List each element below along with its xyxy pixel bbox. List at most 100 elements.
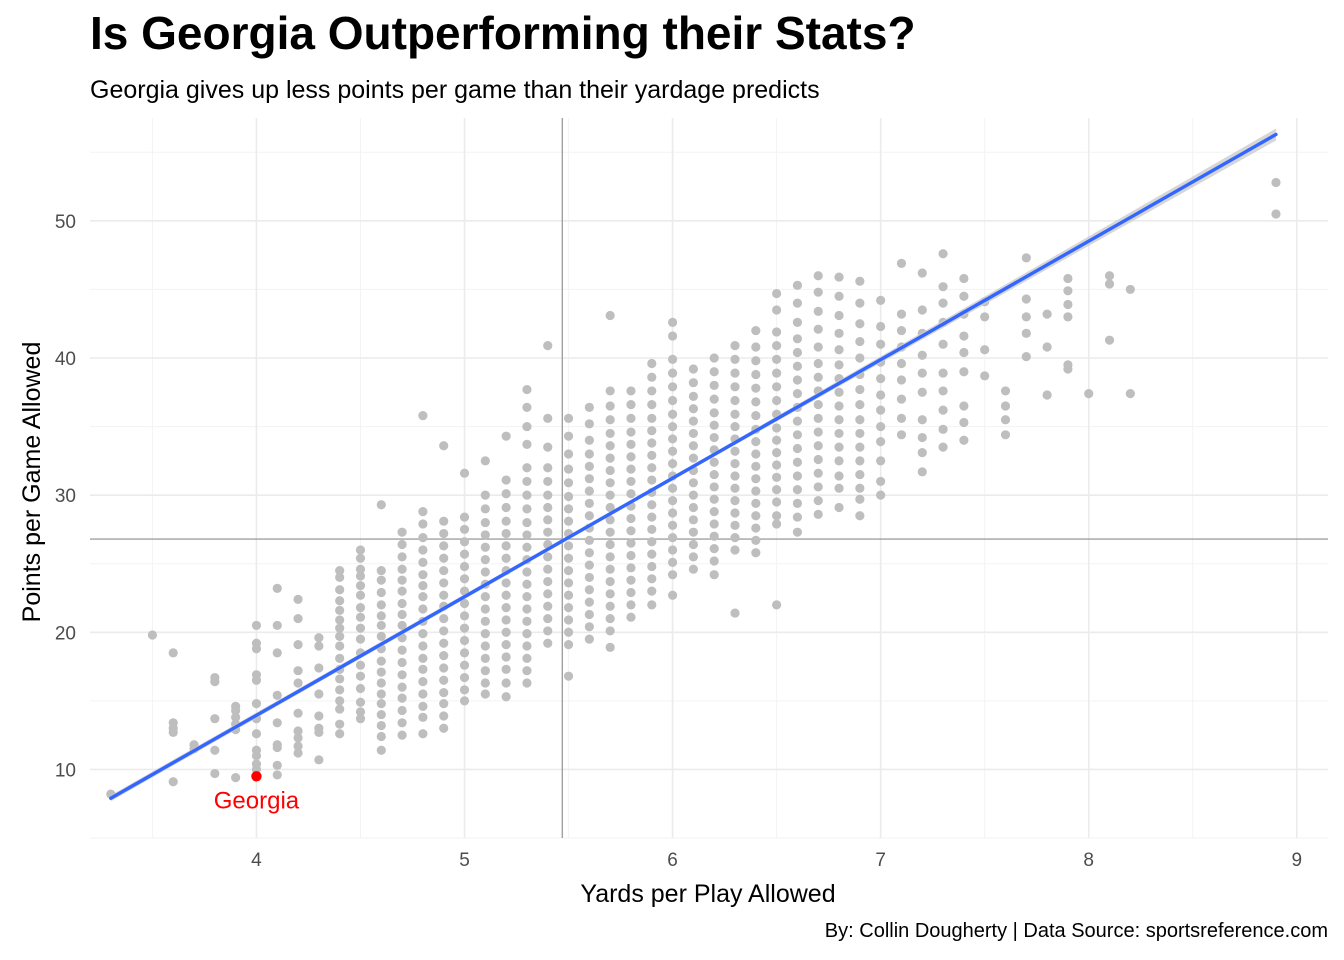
data-point — [813, 468, 823, 478]
data-point — [397, 693, 407, 703]
data-point — [772, 368, 782, 378]
data-point — [293, 748, 303, 758]
data-point — [459, 598, 470, 609]
data-point — [397, 620, 407, 631]
data-point — [688, 441, 698, 451]
data-point — [751, 342, 761, 352]
data-point — [459, 685, 470, 695]
data-point — [688, 478, 698, 488]
data-point — [709, 367, 719, 377]
data-point — [335, 572, 345, 583]
data-point — [709, 556, 719, 566]
data-point — [938, 298, 948, 308]
data-point — [1000, 430, 1011, 440]
data-point — [1063, 299, 1073, 310]
data-point — [751, 383, 761, 393]
data-point — [751, 498, 761, 508]
data-point — [563, 615, 574, 625]
data-point — [543, 490, 553, 500]
highlight-group: Georgia — [214, 771, 300, 814]
data-point — [792, 317, 803, 327]
data-point — [647, 475, 657, 485]
data-point — [1042, 342, 1052, 352]
data-point — [772, 485, 782, 495]
data-point — [376, 500, 386, 510]
data-point — [709, 494, 719, 504]
data-point — [418, 729, 428, 739]
data-point — [584, 461, 594, 471]
data-point — [459, 549, 470, 559]
data-point — [522, 530, 532, 540]
data-point — [522, 402, 532, 412]
data-point — [772, 395, 782, 406]
data-point — [335, 704, 345, 714]
data-point — [813, 372, 823, 382]
data-point — [980, 371, 990, 381]
data-point — [959, 417, 969, 428]
data-point — [272, 770, 282, 780]
data-point — [876, 421, 886, 432]
data-point — [480, 666, 490, 676]
data-point — [543, 527, 553, 537]
data-point — [355, 603, 366, 613]
data-point — [335, 729, 345, 739]
data-point — [335, 596, 345, 606]
data-point — [563, 541, 574, 551]
data-point — [376, 745, 386, 755]
data-point — [335, 641, 345, 651]
data-point — [938, 405, 948, 415]
data-point — [397, 682, 407, 692]
data-point — [314, 633, 324, 643]
data-point — [855, 483, 865, 493]
data-point — [522, 629, 532, 639]
x-tick-label: 9 — [1292, 850, 1303, 871]
data-point — [376, 600, 386, 610]
data-point — [314, 689, 324, 699]
data-point — [418, 411, 428, 421]
data-point — [293, 613, 303, 624]
data-point — [480, 567, 490, 577]
data-point — [730, 409, 740, 419]
data-point — [876, 295, 886, 305]
data-point — [834, 345, 844, 355]
data-point — [584, 449, 594, 459]
data-point — [543, 515, 553, 525]
data-point — [439, 663, 449, 673]
data-point — [1104, 279, 1115, 289]
data-point — [709, 353, 719, 363]
data-point — [792, 361, 803, 371]
data-point — [418, 712, 428, 722]
data-point — [896, 394, 907, 404]
data-point — [730, 382, 740, 392]
data-point — [605, 539, 615, 550]
data-point — [730, 446, 740, 456]
data-point — [751, 523, 761, 533]
data-point — [751, 474, 761, 484]
data-point — [730, 608, 740, 618]
data-point — [501, 553, 511, 563]
data-point — [1021, 312, 1031, 322]
data-point — [522, 678, 532, 688]
data-point — [834, 328, 844, 338]
data-point — [855, 400, 865, 410]
data-point — [834, 272, 844, 282]
data-point — [917, 305, 927, 315]
x-tick-label: 8 — [1083, 850, 1094, 871]
data-point — [480, 542, 490, 552]
data-point — [917, 448, 927, 458]
data-point — [480, 530, 490, 540]
data-point — [772, 472, 782, 482]
data-point — [792, 389, 803, 399]
data-point — [688, 378, 698, 388]
data-point — [522, 653, 532, 663]
data-point — [834, 428, 844, 439]
data-point — [459, 611, 470, 621]
data-point — [772, 460, 782, 470]
data-point — [813, 400, 823, 410]
data-point — [210, 677, 220, 687]
y-tick-label: 20 — [55, 623, 76, 644]
data-point — [688, 404, 698, 414]
data-point — [501, 627, 511, 637]
data-point — [605, 576, 615, 587]
